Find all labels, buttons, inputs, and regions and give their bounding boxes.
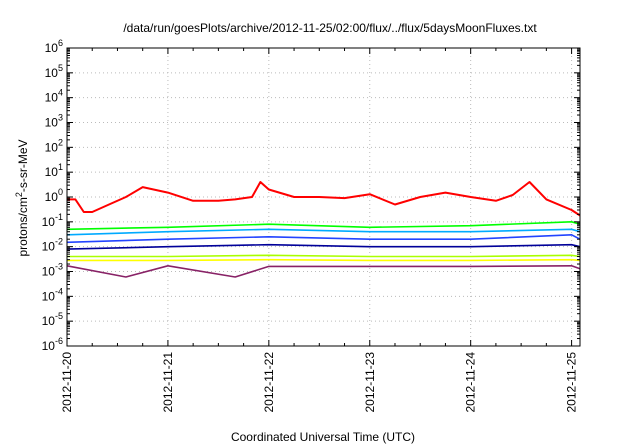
y-tick-label: 105	[45, 63, 63, 80]
series-line	[67, 254, 581, 258]
y-axis-label: protons/cm2-s-sr-MeV	[14, 139, 30, 256]
x-tick-label: 2012-11-20	[60, 352, 74, 413]
x-tick-label: 2012-11-24	[464, 352, 478, 413]
series-line	[66, 264, 581, 278]
y-tick-label: 10-2	[42, 237, 63, 254]
x-tick-label: 2012-11-21	[161, 352, 175, 413]
x-tick-label: 2012-11-22	[262, 352, 276, 413]
series-line	[67, 181, 581, 217]
x-axis-label: Coordinated Universal Time (UTC)	[231, 430, 415, 444]
y-tick-label: 10-1	[42, 212, 63, 229]
y-tick-label: 100	[45, 187, 63, 204]
y-tick-label: 106	[45, 38, 63, 55]
x-tick-label: 2012-11-23	[363, 352, 377, 413]
plot-frame	[66, 47, 581, 347]
y-tick-label: 101	[45, 162, 63, 179]
y-tick-label: 10-6	[42, 336, 63, 353]
y-tick-label: 10-3	[42, 262, 63, 279]
x-tick-label: 2012-11-25	[565, 352, 579, 413]
series-line	[66, 221, 581, 231]
series-line	[67, 258, 581, 262]
series-line	[66, 228, 581, 236]
y-tick-label: 10-5	[42, 311, 63, 328]
y-ticks: 10-6 10-5 10-4 10-3 10-2 10-1 100 101 102 103 104 1…	[42, 38, 580, 353]
y-tick-label: 10-4	[42, 286, 63, 303]
series-layer	[66, 181, 581, 278]
series-line	[66, 234, 581, 244]
y-tick-label: 103	[45, 113, 63, 130]
chart-title: /data/run/goesPlots/archive/2012-11-25/0…	[123, 21, 537, 35]
series-line	[66, 243, 581, 250]
y-tick-label: 102	[45, 137, 63, 154]
y-tick-label: 104	[45, 88, 63, 105]
